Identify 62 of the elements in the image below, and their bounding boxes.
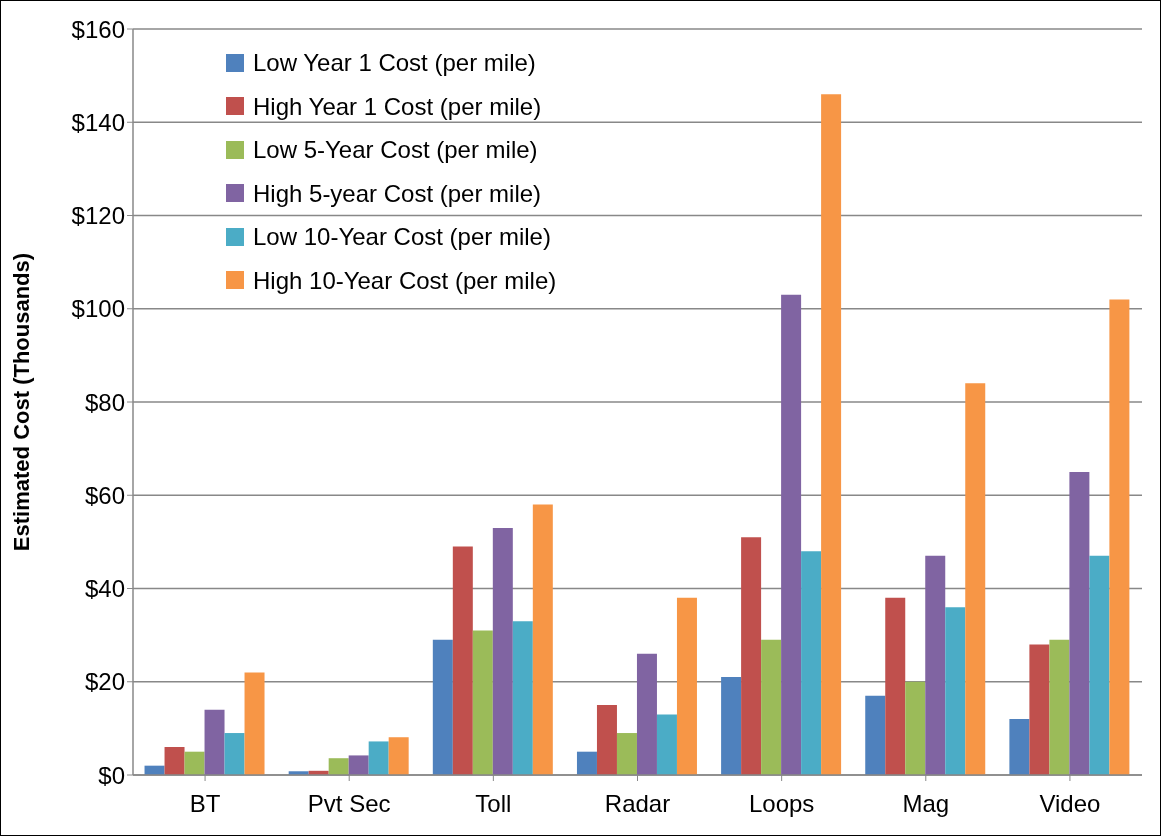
bar xyxy=(925,555,946,775)
bar xyxy=(224,733,245,775)
bar xyxy=(821,94,842,775)
bar xyxy=(452,546,473,775)
bar xyxy=(616,733,637,775)
bar xyxy=(1029,644,1050,775)
y-tick-label: $140 xyxy=(71,108,125,136)
bar xyxy=(184,751,205,775)
bar xyxy=(328,758,349,775)
bar xyxy=(761,639,782,775)
legend-label: Low 10-Year Cost (per mile) xyxy=(253,222,551,252)
x-tick-label: Video xyxy=(1039,790,1101,818)
bar xyxy=(432,639,453,775)
y-tick-label: $160 xyxy=(71,15,125,43)
bar xyxy=(676,597,697,775)
bar xyxy=(741,537,762,775)
y-tick-label: $0 xyxy=(98,761,125,789)
bar xyxy=(244,672,265,775)
bar xyxy=(885,597,906,775)
bar xyxy=(164,747,185,775)
bar xyxy=(1089,555,1110,775)
x-tick-label: Pvt Sec xyxy=(307,790,391,818)
bar xyxy=(348,755,369,775)
bar xyxy=(865,695,886,775)
bar xyxy=(801,551,822,775)
x-tick-label: Radar xyxy=(604,790,671,818)
bar xyxy=(945,607,966,775)
bar xyxy=(636,653,657,775)
bar xyxy=(576,751,597,775)
bar xyxy=(656,714,677,775)
y-tick-label: $60 xyxy=(84,481,125,509)
bar xyxy=(721,677,742,775)
bar xyxy=(532,504,553,775)
bar xyxy=(781,294,802,775)
y-tick-label: $40 xyxy=(84,575,125,603)
bar xyxy=(472,630,493,775)
legend-label: High 5-year Cost (per mile) xyxy=(253,178,542,209)
x-tick-label: Loops xyxy=(748,790,815,818)
bar xyxy=(512,621,533,775)
y-tick-label: $80 xyxy=(84,388,125,416)
bar xyxy=(596,705,617,775)
bar xyxy=(905,681,926,775)
legend-label: High Year 1 Cost (per mile) xyxy=(253,91,542,122)
y-tick-label: $120 xyxy=(71,202,125,230)
y-axis-title: Estimated Cost (Thousands) xyxy=(8,252,34,552)
y-tick-label: $100 xyxy=(71,295,125,323)
bar xyxy=(1009,719,1030,775)
x-tick-label: Toll xyxy=(475,790,512,818)
bar xyxy=(965,383,986,775)
bar xyxy=(492,527,513,775)
legend-label: Low Year 1 Cost (per mile) xyxy=(253,48,536,78)
bar xyxy=(1109,299,1130,775)
bar xyxy=(1069,471,1090,775)
x-tick-label: Mag xyxy=(902,790,950,818)
y-tick-label: $20 xyxy=(84,668,125,696)
legend-label: Low 5-Year Cost (per mile) xyxy=(253,135,538,165)
bar xyxy=(204,709,225,775)
x-tick-label: BT xyxy=(189,790,221,818)
legend-label: High 10-Year Cost (per mile) xyxy=(253,265,557,296)
bar xyxy=(388,737,409,775)
bar xyxy=(1049,639,1070,775)
bar xyxy=(368,741,389,775)
